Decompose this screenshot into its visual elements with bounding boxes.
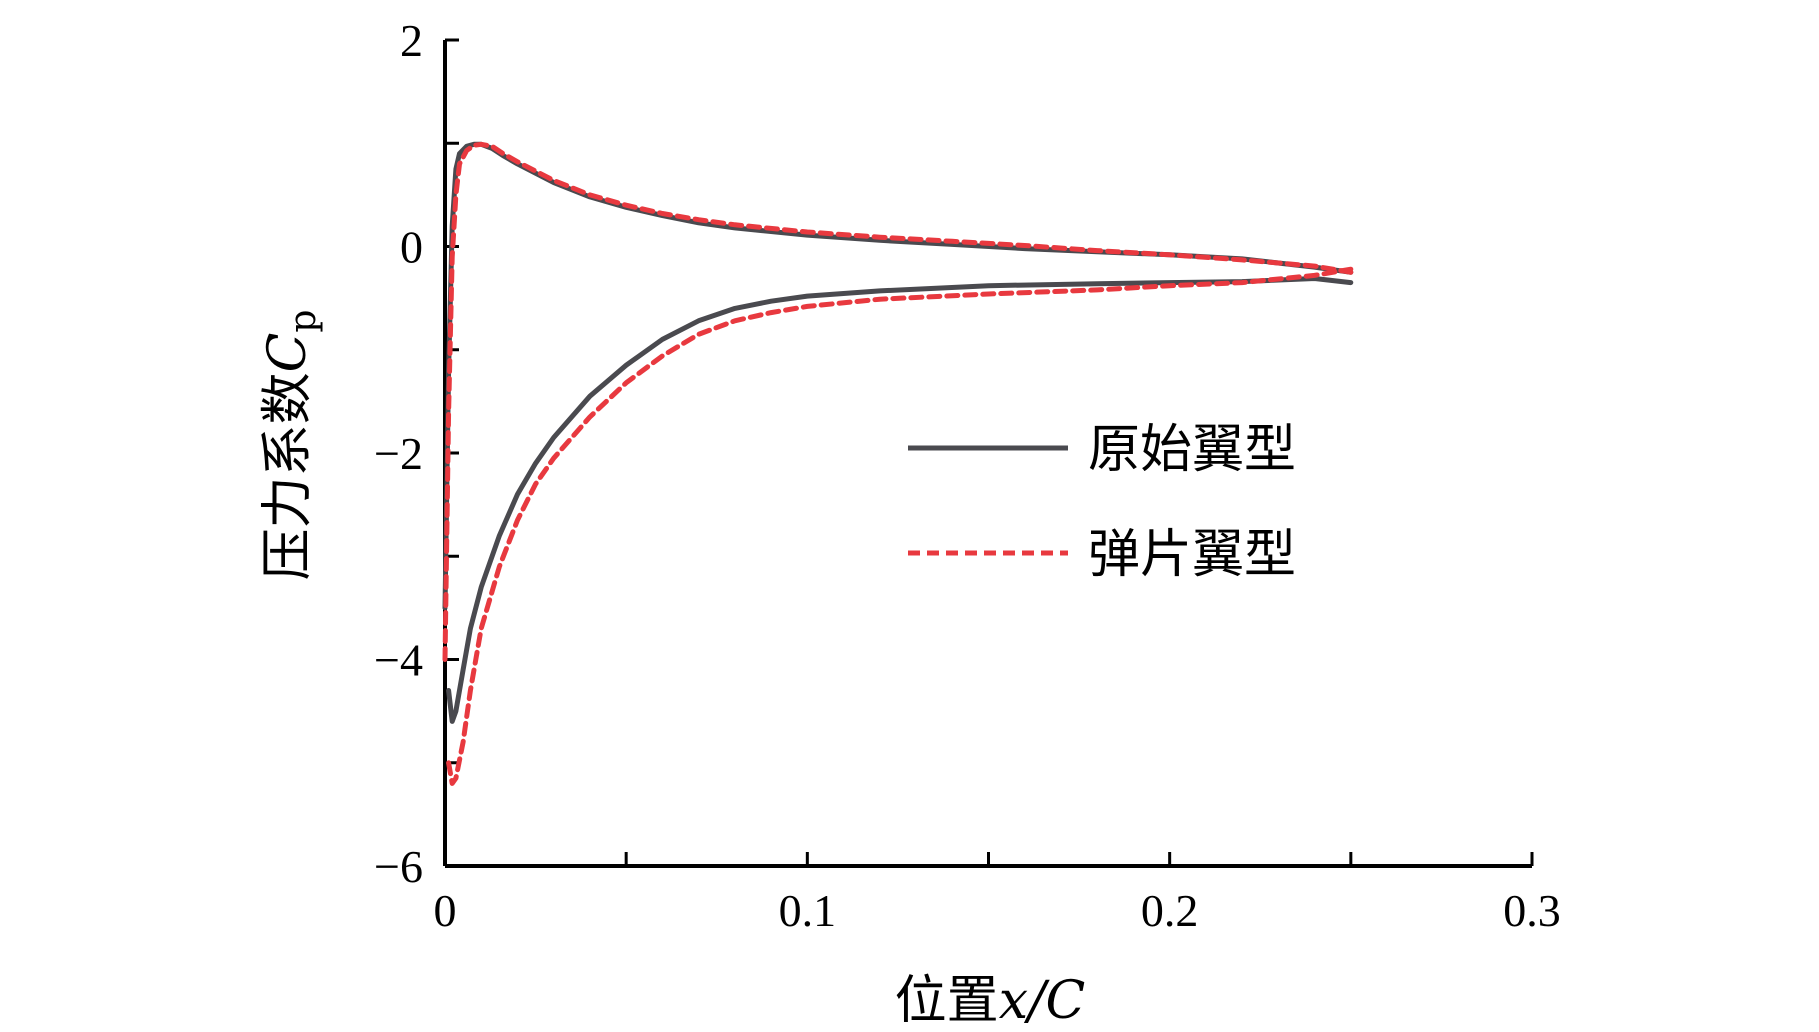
y-axis-title-prefix: 压力系数 bbox=[258, 372, 318, 580]
x-tick-label: 0.1 bbox=[779, 885, 837, 936]
legend-label-original: 原始翼型 bbox=[1088, 420, 1296, 480]
y-tick-label: −4 bbox=[374, 635, 423, 686]
x-axis-title: 位置x/C bbox=[895, 971, 1086, 1031]
y-axis-title-sub: p bbox=[283, 310, 324, 333]
x-tick-label: 0 bbox=[434, 885, 457, 936]
x-axis-title-var: x/C bbox=[999, 971, 1086, 1031]
y-axis-title: 压力系数Cp bbox=[258, 310, 324, 581]
y-tick-label: −2 bbox=[374, 428, 423, 479]
y-tick-label: 2 bbox=[400, 15, 423, 66]
x-tick-label: 0.3 bbox=[1503, 885, 1561, 936]
ticks: 0 0.1 0.2 0.3 −6 −4 −2 0 2 bbox=[374, 15, 1561, 936]
y-tick-label: −6 bbox=[374, 841, 423, 892]
series-group bbox=[442, 141, 1354, 786]
legend-label-flap: 弹片翼型 bbox=[1088, 525, 1296, 585]
x-tick-label: 0.2 bbox=[1141, 885, 1199, 936]
y-tick-label: 0 bbox=[400, 222, 423, 273]
y-axis-title-var: C bbox=[258, 333, 318, 373]
series-0-lower-line bbox=[446, 276, 1354, 724]
legend: 原始翼型 弹片翼型 bbox=[908, 420, 1296, 585]
axes bbox=[443, 40, 1532, 868]
series-1-upper-line bbox=[442, 141, 1354, 662]
series-1-lower-line bbox=[446, 266, 1354, 786]
x-axis-title-prefix: 位置 bbox=[895, 971, 999, 1031]
